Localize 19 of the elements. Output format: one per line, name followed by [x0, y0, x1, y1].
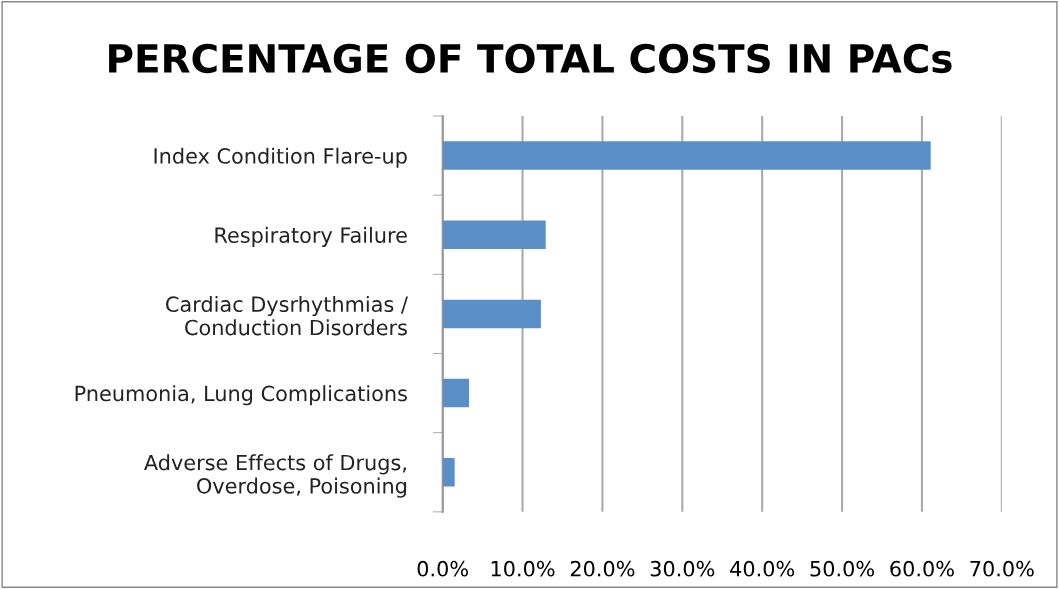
- y-tick-label: Respiratory Failure: [215, 226, 407, 248]
- x-tick-label: 20.0%: [570, 560, 635, 577]
- x-tick-label: 30.0%: [650, 560, 715, 577]
- x-tick-label: 40.0%: [730, 560, 795, 577]
- bar: [442, 458, 455, 487]
- y-tick-label: Cardiac Dysrhythmias / Conduction Disorders: [166, 295, 408, 336]
- y-tick-label: Pneumonia, Lung Complications: [75, 385, 407, 406]
- bar: [442, 220, 546, 250]
- x-tick-label: 70.0%: [970, 560, 1034, 577]
- bar: [442, 299, 541, 329]
- chart-title: PERCENTAGE OF TOTAL COSTS IN PACs: [109, 43, 952, 74]
- y-tick-label: Index Condition Flare-up: [154, 147, 407, 168]
- x-tick-label: 10.0%: [491, 560, 555, 577]
- x-tick-label: 0.0%: [417, 560, 468, 577]
- x-tick-label: 50.0%: [810, 560, 874, 577]
- bar: [442, 141, 931, 170]
- bar: [442, 378, 470, 408]
- y-tick-label: Adverse Effects of Drugs, Overdose, Poisoning: [144, 454, 407, 498]
- x-tick-label: 60.0%: [890, 560, 954, 577]
